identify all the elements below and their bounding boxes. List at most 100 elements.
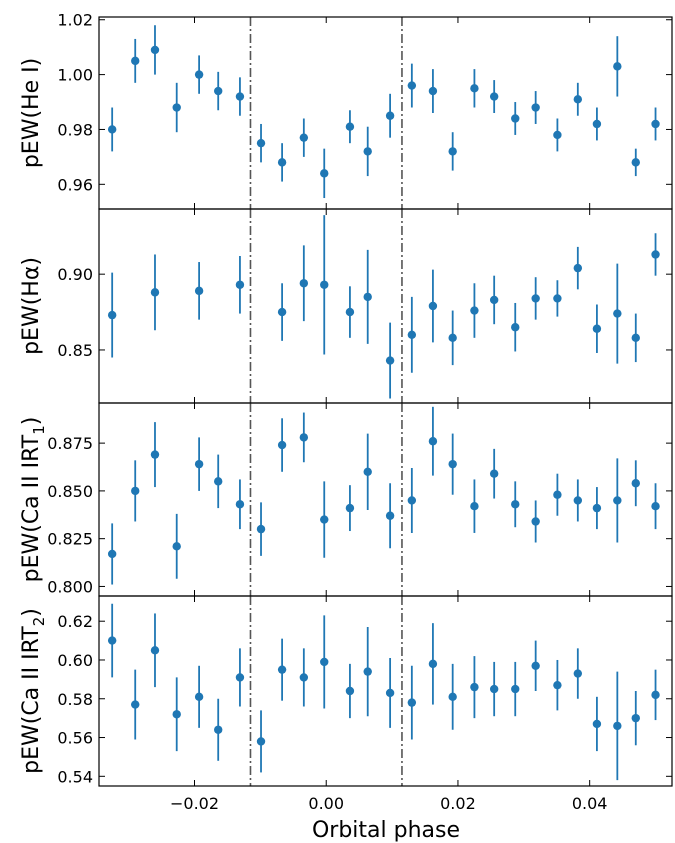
panels: 0.96 0.98 1.00 1.02 pEW(He I) 0.85 0.90 pEW(Hα)… [19,11,673,787]
data-point [573,669,583,678]
y-tick-label: 0.85 [57,341,93,360]
axes-frame [98,16,673,210]
data-point [511,500,520,509]
data-point [407,698,417,707]
data-point [553,490,562,499]
data-point [428,86,438,96]
data-point [631,333,640,343]
data-point [363,147,372,156]
y-axis-label: pEW(He I) [19,58,44,168]
y-tick-label: 0.90 [57,265,93,284]
data-point [277,440,287,450]
data-point [613,62,622,71]
data-point [489,92,499,101]
data-point [214,477,223,486]
data-point [631,479,640,488]
x-axis-label: Orbital phase [312,818,460,843]
data-series [107,25,660,199]
data-point [531,294,540,303]
data-point [235,280,245,289]
data-point [631,713,640,723]
data-point [592,719,602,729]
data-point [107,636,117,645]
data-point [511,684,520,694]
data-point [631,158,640,167]
y-tick-label: 0.54 [57,767,93,786]
y-tick-label: 1.00 [57,66,93,85]
data-point [470,84,479,93]
panel-2: 0.85 0.90 pEW(Hα) [19,208,673,404]
data-point [553,130,562,140]
data-point [345,686,355,696]
data-point [172,710,181,719]
data-point [489,684,499,694]
data-point [428,437,438,446]
data-point [194,459,204,469]
y-tick-label: 0.825 [47,530,93,549]
data-point [573,496,583,505]
data-point [107,125,117,134]
data-point [214,86,223,96]
data-point [448,333,457,343]
data-point [194,70,204,79]
data-point [235,92,245,101]
x-tick-label: 0.00 [308,794,344,813]
data-point [194,692,204,702]
data-point [150,288,160,297]
data-point [256,138,266,148]
data-series [107,215,660,399]
data-point [345,122,355,131]
y-tick-label: 0.800 [47,577,93,596]
data-point [651,690,660,700]
data-point [407,330,417,339]
data-point [428,659,438,669]
data-point [277,307,287,317]
data-point [470,306,479,315]
y-axis-label: pEW(Hα) [19,257,44,355]
data-point [150,45,160,55]
data-point [345,503,355,513]
x-tick-label: 0.02 [440,794,476,813]
data-point [150,450,160,459]
data-point [613,496,622,505]
data-series [107,406,660,585]
data-point [407,81,417,90]
panel-1: 0.96 0.98 1.00 1.02 pEW(He I) [19,11,673,210]
data-point [363,292,372,302]
y-tick-label: 1.02 [57,11,93,30]
data-point [651,501,660,511]
data-point [194,286,204,296]
data-point [320,280,329,289]
data-point [345,307,355,317]
data-point [385,688,395,698]
y-tick-label: 0.60 [57,651,93,670]
data-point [131,700,140,709]
data-point [131,486,140,496]
data-series [107,603,660,781]
data-point [299,279,309,288]
data-point [573,95,583,104]
y-tick-label: 0.875 [47,434,93,453]
data-point [489,295,499,305]
data-point [651,119,660,129]
data-point [320,169,329,178]
y-tick-label: 0.850 [47,482,93,501]
data-point [256,737,266,746]
data-point [385,111,395,120]
x-tick-label: −0.02 [170,794,219,813]
data-point [385,511,395,520]
data-point [235,673,245,682]
data-point [407,496,417,505]
data-point [172,103,181,112]
data-point [511,114,520,123]
data-point [592,119,602,129]
data-point [235,500,245,509]
data-point [553,680,562,690]
axes-frame [98,595,673,787]
y-axis-label: pEW(Ca II IRT2) [19,608,48,774]
data-point [277,158,287,167]
x-tick-label: 0.04 [572,794,608,813]
data-point [531,517,540,526]
